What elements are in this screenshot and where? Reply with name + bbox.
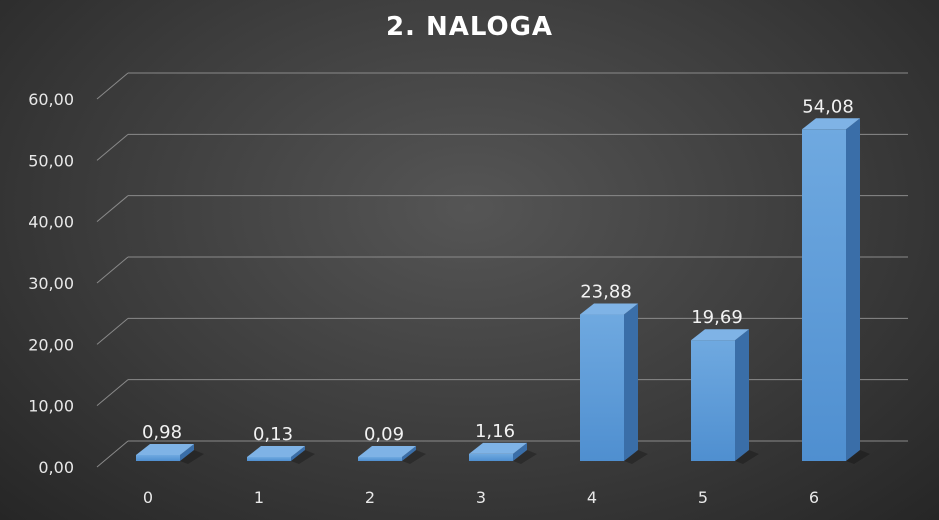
bar <box>802 118 870 464</box>
bar-front <box>802 129 846 461</box>
gridline-side <box>96 379 129 407</box>
data-label: 1,16 <box>475 421 515 442</box>
bar <box>580 303 648 464</box>
y-tick-label: 0,00 <box>38 458 74 477</box>
x-tick-label: 1 <box>254 488 264 507</box>
bar-top <box>247 446 305 457</box>
bar-top <box>136 443 194 455</box>
bar-side <box>513 442 527 461</box>
y-tick-label: 10,00 <box>28 397 74 416</box>
bar-shadow <box>402 450 426 464</box>
bar <box>247 446 315 464</box>
bar <box>136 443 204 464</box>
bar-shadow <box>291 450 315 464</box>
data-label: 23,88 <box>580 282 632 303</box>
gridline-side <box>96 72 129 100</box>
chart-title: 2. NALOGA <box>385 12 554 42</box>
x-tick-label: 6 <box>809 488 819 507</box>
gridline-side <box>96 317 129 345</box>
gridline-side <box>96 133 129 161</box>
y-tick-label: 30,00 <box>28 274 74 293</box>
bar-front <box>358 457 402 461</box>
gridline-side <box>96 256 129 284</box>
bar-front <box>247 457 291 461</box>
gridline-side <box>96 440 129 468</box>
bar-front <box>580 314 624 461</box>
x-tick-label: 5 <box>698 488 708 507</box>
bar-front <box>691 340 735 461</box>
bar-shadow <box>180 450 204 464</box>
bar-shadow <box>513 450 537 464</box>
bar <box>691 329 759 464</box>
bar-shadow <box>846 450 870 464</box>
data-label: 54,08 <box>802 96 854 117</box>
bar-shadow <box>735 450 759 464</box>
bar-front <box>469 453 513 461</box>
x-tick-label: 0 <box>143 488 153 507</box>
x-tick-label: 2 <box>365 488 375 507</box>
bar-top <box>358 446 416 457</box>
bar <box>358 446 426 464</box>
x-tick-label: 4 <box>587 488 597 507</box>
bar-side <box>846 118 860 462</box>
bar-side <box>735 329 749 461</box>
y-tick-label: 60,00 <box>28 90 74 109</box>
data-label: 0,98 <box>142 422 182 443</box>
gridline-side <box>96 195 129 223</box>
data-label: 0,13 <box>253 424 293 445</box>
bar-front <box>136 454 180 461</box>
x-tick-label: 3 <box>476 488 486 507</box>
bar-top <box>802 118 860 130</box>
bar-side <box>402 446 416 461</box>
bar-top <box>691 329 749 341</box>
bar <box>469 442 537 464</box>
y-tick-label: 40,00 <box>28 213 74 232</box>
data-label: 19,69 <box>691 307 743 328</box>
data-label: 0,09 <box>364 424 404 445</box>
bar-side <box>624 303 638 461</box>
bar-top <box>469 442 527 454</box>
bar-side <box>291 446 305 461</box>
y-tick-label: 50,00 <box>28 151 74 170</box>
y-tick-label: 20,00 <box>28 335 74 354</box>
bar-side <box>180 443 194 461</box>
bar-top <box>580 303 638 315</box>
bar-shadow <box>624 450 648 464</box>
